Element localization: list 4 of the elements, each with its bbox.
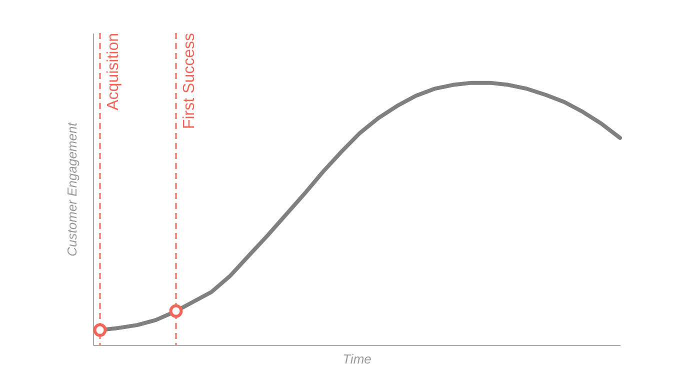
annotation: Acquisition: [105, 33, 122, 110]
x-axis-title: Time: [342, 352, 372, 366]
annotation: First Success: [181, 33, 198, 130]
y-axis-title: Customer Engagement: [64, 121, 80, 256]
